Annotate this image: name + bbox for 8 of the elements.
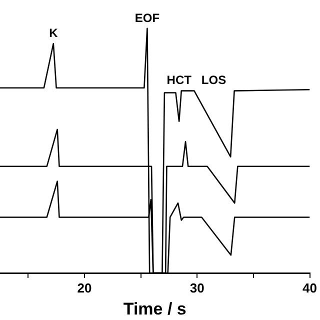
annotation: LOS [201,73,226,88]
annotation: EOF [134,10,160,25]
x-tick-label: 30 [190,280,204,296]
annotation: K [49,26,58,40]
x-tick-label: 20 [77,280,92,296]
x-axis-title: Time / s [123,299,186,318]
x-tick-label: 40 [302,280,318,296]
annotation: HCT [166,73,192,88]
